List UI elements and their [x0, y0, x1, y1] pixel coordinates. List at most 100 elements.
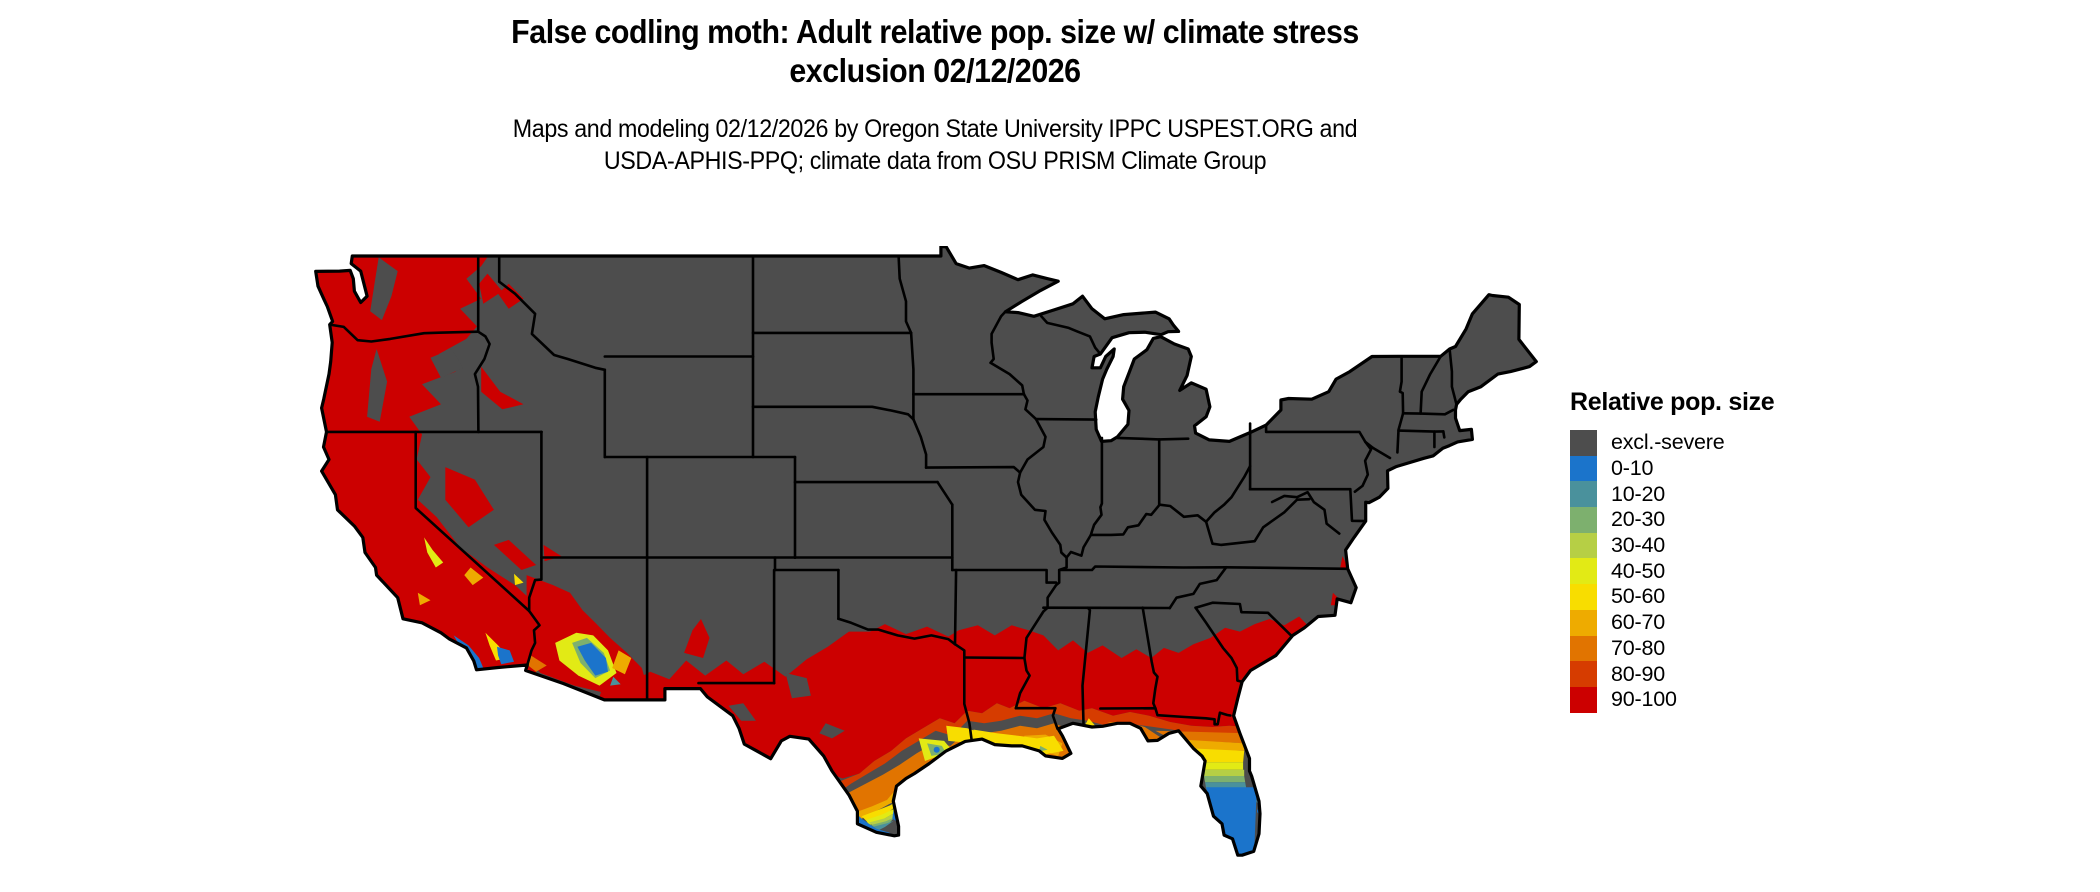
state-border-line — [897, 254, 913, 335]
state-border-line — [1016, 392, 1068, 559]
raster-region-0-10 — [497, 646, 514, 665]
state-border-line — [1065, 464, 1252, 559]
legend-item-label: excl.-severe — [1611, 430, 1725, 455]
legend-items: excl.-severe 0-10 10-20 20-30 30-40 40-50 50-6… — [1570, 430, 1774, 713]
legend-swatch-70-80 — [1570, 635, 1597, 662]
raster-region-50-60 — [861, 783, 911, 823]
state-border-line — [1397, 429, 1445, 433]
legend-item: 0-10 — [1570, 455, 1774, 482]
state-border-line — [1353, 440, 1373, 493]
state-border-line — [989, 310, 1026, 396]
legend-item: excl.-severe — [1570, 430, 1774, 456]
legend: Relative pop. size excl.-severe 0-10 10-20… — [1570, 388, 1775, 713]
raster-region-0-10 — [1206, 787, 1257, 856]
us-map-svg — [314, 244, 1538, 872]
raster-region-90-100 — [479, 273, 503, 304]
state-borders — [325, 254, 1458, 741]
legend-item: 90-100 — [1570, 686, 1774, 713]
raster-region-excl.-severe — [819, 723, 845, 739]
legend-item-label: 0-10 — [1611, 456, 1654, 481]
state-border-line — [1014, 556, 1068, 710]
raster-dot-90-100 — [358, 247, 364, 253]
state-border-line — [1194, 606, 1244, 684]
state-border-line — [473, 330, 491, 434]
state-border-line — [1034, 417, 1098, 421]
map-subtitle-line1: Maps and modeling 02/12/2026 by Oregon S… — [512, 115, 1358, 143]
legend-item-label: 40-50 — [1611, 558, 1665, 583]
legend-item-label: 30-40 — [1611, 533, 1665, 558]
raster-region-excl.-severe — [370, 257, 398, 321]
state-border-line — [1057, 565, 1228, 572]
raster-region-30-40 — [1203, 769, 1245, 776]
raster-region-10-20 — [610, 676, 621, 686]
state-border-line — [1099, 706, 1232, 726]
legend-item-label: 50-60 — [1611, 584, 1665, 609]
legend-item-label: 90-100 — [1611, 687, 1677, 712]
legend-item: 60-70 — [1570, 609, 1774, 636]
legend-swatch-excl.-severe — [1570, 430, 1597, 456]
raster-region-90-100 — [498, 283, 524, 309]
raster-region-50-60 — [1084, 718, 1096, 726]
state-border-line — [751, 405, 915, 421]
legend-item-label: 80-90 — [1611, 661, 1665, 686]
raster-region-60-70 — [417, 592, 431, 606]
state-border-line — [1371, 446, 1392, 460]
state-border-line — [1448, 347, 1458, 407]
legend-item: 50-60 — [1570, 584, 1774, 610]
legend-item: 40-50 — [1570, 558, 1774, 585]
legend-item-label: 20-30 — [1611, 507, 1665, 532]
us-population-map — [310, 244, 1538, 878]
state-border-line — [953, 568, 958, 646]
state-border-line — [1040, 315, 1102, 356]
legend-swatch-30-40 — [1570, 532, 1597, 559]
raster-region-excl.-severe — [367, 349, 388, 422]
state-border-line — [1141, 606, 1159, 710]
legend-item: 30-40 — [1570, 532, 1774, 559]
legend-swatch-0-10 — [1570, 455, 1597, 482]
legend-item: 20-30 — [1570, 507, 1774, 533]
raster-dot-0-10 — [1245, 857, 1251, 863]
state-border-line — [936, 480, 954, 506]
raster-dot-0-10 — [424, 648, 431, 655]
state-border-line — [837, 617, 957, 646]
raster-region-40-50 — [1201, 762, 1244, 770]
state-border-line — [1194, 601, 1293, 638]
legend-title: Relative pop. size — [1570, 388, 1775, 416]
raster-region-excl.-severe — [785, 673, 811, 699]
legend-item-label: 70-80 — [1611, 635, 1665, 660]
state-border-line — [951, 568, 1058, 584]
legend-item: 10-20 — [1570, 481, 1774, 508]
legend-item-label: 60-70 — [1611, 610, 1665, 635]
state-border-line — [328, 323, 480, 343]
state-border-line — [1204, 497, 1311, 547]
raster-region-60-70 — [464, 567, 484, 586]
legend-swatch-80-90 — [1570, 661, 1597, 687]
raster-region-40-50 — [865, 797, 904, 825]
raster-region-excl.-severe — [430, 349, 464, 378]
raster-region-90-100 — [445, 467, 494, 528]
legend-swatch-10-20 — [1570, 481, 1597, 508]
raster-region-10-20 — [1205, 782, 1247, 789]
state-border-line — [1401, 408, 1455, 416]
map-subtitle: Maps and modeling 02/12/2026 by Oregon S… — [512, 113, 1358, 177]
raster-region-30-40 — [869, 806, 901, 827]
state-border-line — [1349, 487, 1367, 523]
state-border-line — [1442, 430, 1446, 439]
legend-swatch-60-70 — [1570, 609, 1597, 636]
map-title: False codling moth: Adult relative pop. … — [511, 12, 1359, 90]
state-border-line — [909, 331, 915, 421]
state-border-line — [953, 642, 973, 741]
raster-dot-0-10 — [1220, 866, 1226, 872]
raster-region-40-50 — [424, 537, 444, 568]
state-border-line — [1089, 436, 1104, 537]
state-border-line — [1224, 566, 1349, 571]
state-border-line — [912, 418, 928, 469]
raster-region-70-80 — [526, 655, 547, 672]
map-subtitle-line2: USDA-APHIS-PPQ; climate data from OSU PR… — [603, 147, 1267, 175]
state-border-line — [414, 430, 541, 667]
state-border-line — [1081, 606, 1092, 726]
state-border-line — [1116, 436, 1190, 441]
raster-region-80-90 — [834, 700, 1249, 792]
legend-item: 80-90 — [1570, 661, 1774, 687]
raster-dot-0-10 — [444, 646, 451, 653]
